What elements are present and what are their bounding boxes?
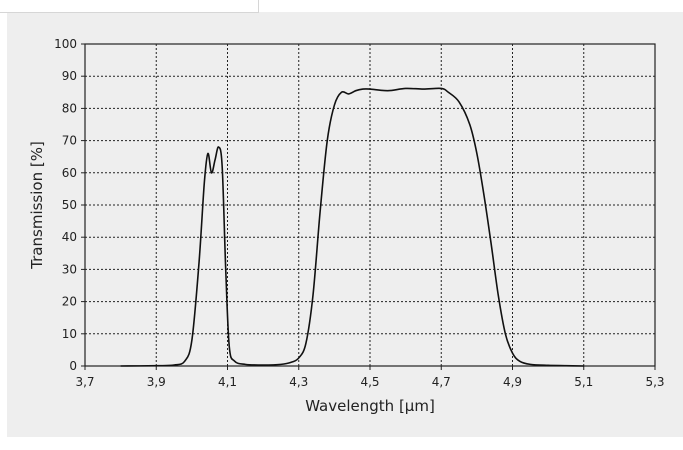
x-tick-label: 4,7 xyxy=(432,375,451,389)
x-tick-label: 5,3 xyxy=(645,375,664,389)
y-tick-labels: 0 10 20 30 40 50 60 70 80 90 100 xyxy=(54,37,85,373)
x-tick-label: 3,7 xyxy=(75,375,94,389)
x-tick-label: 4,9 xyxy=(503,375,522,389)
y-tick-label: 100 xyxy=(54,37,77,51)
x-tick-label: 4,1 xyxy=(218,375,237,389)
x-tick-labels: 3,7 3,9 4,1 4,3 4,5 4,7 4,9 5,1 5,3 xyxy=(75,366,665,389)
y-tick-label: 80 xyxy=(62,101,77,115)
y-tick-label: 60 xyxy=(62,166,77,180)
tab-notch xyxy=(0,0,259,13)
x-tick-label: 4,3 xyxy=(289,375,308,389)
y-tick-label: 10 xyxy=(62,327,77,341)
y-tick-label: 40 xyxy=(62,230,77,244)
y-tick-label: 20 xyxy=(62,295,77,309)
x-tick-label: 4,5 xyxy=(360,375,379,389)
y-tick-label: 70 xyxy=(62,134,77,148)
x-tick-label: 5,1 xyxy=(574,375,593,389)
y-tick-label: 90 xyxy=(62,69,77,83)
series-line xyxy=(120,87,584,367)
y-tick-label: 0 xyxy=(69,359,77,373)
x-tick-label: 3,9 xyxy=(147,375,166,389)
y-tick-label: 30 xyxy=(62,262,77,276)
y-axis-label: Transmission [%] xyxy=(28,141,46,270)
grid-lines xyxy=(85,44,655,366)
y-tick-label: 50 xyxy=(62,198,77,212)
x-axis-label: Wavelength [µm] xyxy=(305,397,435,415)
